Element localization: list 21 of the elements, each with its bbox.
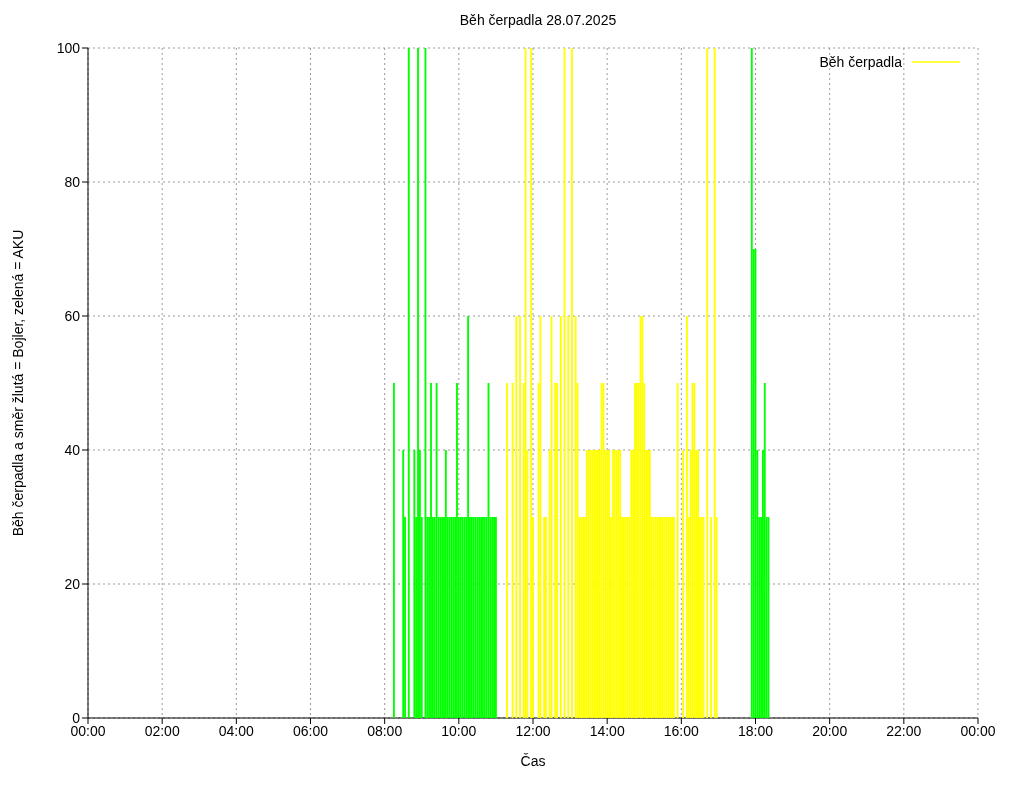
x-tick-label: 00:00 <box>960 722 996 739</box>
x-tick-label: 20:00 <box>812 722 848 739</box>
y-tick-label: 100 <box>56 39 81 56</box>
y-tick-label: 80 <box>64 173 81 190</box>
x-tick-label: 14:00 <box>589 722 625 739</box>
x-tick-label: 12:00 <box>515 722 551 739</box>
x-tick-label: 02:00 <box>144 722 180 739</box>
y-tick-label: 20 <box>64 575 81 592</box>
x-tick-label: 06:00 <box>292 722 329 739</box>
x-tick-label: 22:00 <box>886 722 922 739</box>
text: Běh čerpadla <box>819 54 902 70</box>
x-tick-label: 18:00 <box>737 722 774 739</box>
x-tick-label: 08:00 <box>367 722 403 739</box>
y-axis-title: Běh čerpadla a směr žlutá = Bojler, zelená = AKU <box>9 229 26 537</box>
y-tick-label: 60 <box>64 307 81 324</box>
x-tick-label: 04:00 <box>218 722 255 739</box>
y-tick-label: 40 <box>64 441 81 458</box>
x-tick-label: 16:00 <box>663 722 700 739</box>
x-axis-title: Čas <box>520 753 546 769</box>
x-tick-label: 10:00 <box>441 722 477 739</box>
chart-title: Běh čerpadla 28.07.2025 <box>458 12 618 28</box>
